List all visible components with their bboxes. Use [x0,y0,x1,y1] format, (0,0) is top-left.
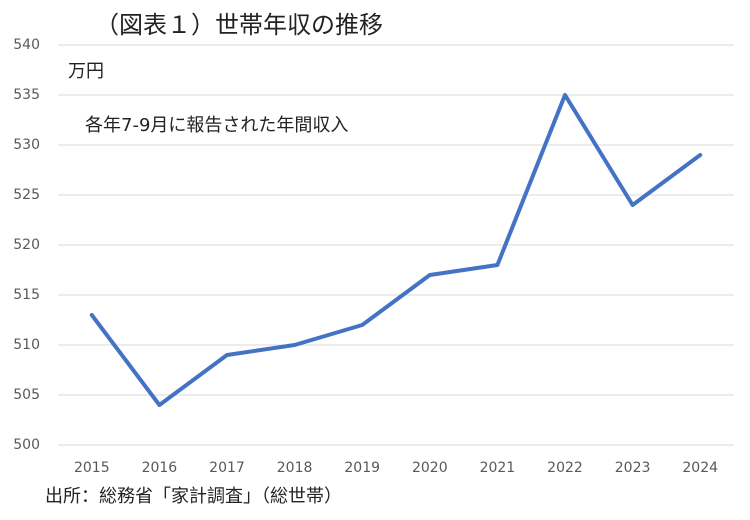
x-tick-label: 2016 [142,460,178,476]
y-axis-unit: 万円 [68,61,104,82]
y-tick-label: 505 [13,387,40,403]
x-tick-label: 2019 [344,460,380,476]
x-tick-label: 2017 [209,460,245,476]
y-tick-label: 515 [13,287,40,303]
x-tick-label: 2024 [682,460,718,476]
x-tick-label: 2020 [412,460,448,476]
y-tick-label: 510 [13,337,40,353]
x-tick-label: 2015 [74,460,110,476]
x-tick-label: 2023 [615,460,651,476]
y-tick-label: 530 [13,137,40,153]
x-tick-label: 2022 [547,460,583,476]
chart-title: （図表１）世帯年収の推移 [95,11,383,39]
y-tick-label: 525 [13,187,40,203]
data-line [89,93,703,407]
y-tick-label: 520 [13,237,40,253]
x-tick-label: 2018 [277,460,313,476]
y-tick-label: 540 [13,37,40,53]
source: 出所：総務省「家計調査」（総世帯） [45,486,342,507]
x-tick-label: 2021 [480,460,516,476]
y-tick-label: 500 [13,437,40,453]
annotation: 各年7-9月に報告された年間収入 [85,115,348,136]
y-tick-label: 535 [13,87,40,103]
